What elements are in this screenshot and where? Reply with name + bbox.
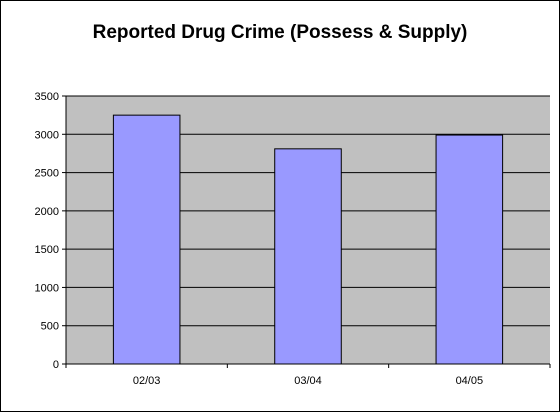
y-tick-label: 2500: [35, 168, 59, 180]
y-tick-label: 1000: [35, 282, 59, 294]
x-tick-label: 04/05: [456, 375, 484, 387]
chart-title: Reported Drug Crime (Possess & Supply): [92, 22, 468, 43]
bars: [112, 114, 504, 365]
y-tick-label: 3500: [35, 91, 59, 103]
bar-03-04: [274, 148, 342, 365]
y-tick-label: 500: [41, 321, 59, 333]
x-tick-label: 03/04: [294, 375, 322, 387]
bar-02-03: [112, 114, 181, 365]
y-tick-label: 3000: [35, 129, 59, 141]
axes: [65, 96, 550, 365]
bar-04-05: [435, 134, 504, 365]
x-tick-label: 02/03: [133, 375, 161, 387]
y-axis-ticks: 0 500 1000 1500 2000 2500 3000 3500: [35, 91, 66, 371]
x-axis-ticks: 02/03 03/04 04/05: [65, 364, 551, 387]
y-tick-label: 2000: [35, 206, 59, 218]
y-tick-label: 0: [53, 359, 59, 371]
y-tick-label: 1500: [35, 244, 59, 256]
